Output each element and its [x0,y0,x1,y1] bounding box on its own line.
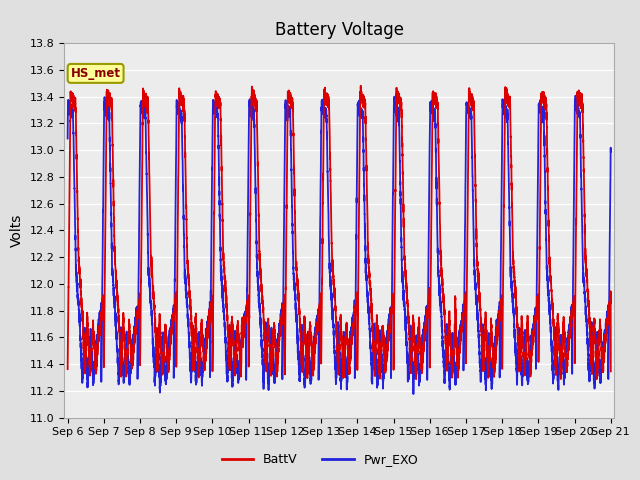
Line: Pwr_EXO: Pwr_EXO [68,96,611,394]
Y-axis label: Volts: Volts [10,214,24,247]
BattV [180,103,188,108]
Pwr_EXO [64,136,72,142]
Pwr_EXO [414,355,422,361]
Pwr_EXO [607,149,614,155]
Pwr_EXO [492,341,499,347]
BattV [593,376,600,382]
Pwr_EXO [174,104,182,110]
Pwr_EXO [267,337,275,343]
Text: HS_met: HS_met [70,67,120,80]
Title: Battery Voltage: Battery Voltage [275,21,404,39]
Pwr_EXO [572,93,579,98]
Legend: BattV, Pwr_EXO: BattV, Pwr_EXO [216,448,424,471]
BattV [605,308,613,314]
BattV [64,366,72,372]
Line: BattV: BattV [68,86,611,379]
BattV [607,369,614,374]
BattV [414,336,422,342]
Pwr_EXO [180,225,188,230]
Pwr_EXO [410,391,417,397]
BattV [267,371,275,377]
BattV [492,357,499,362]
BattV [357,83,365,89]
Pwr_EXO [605,310,613,316]
BattV [174,190,182,196]
